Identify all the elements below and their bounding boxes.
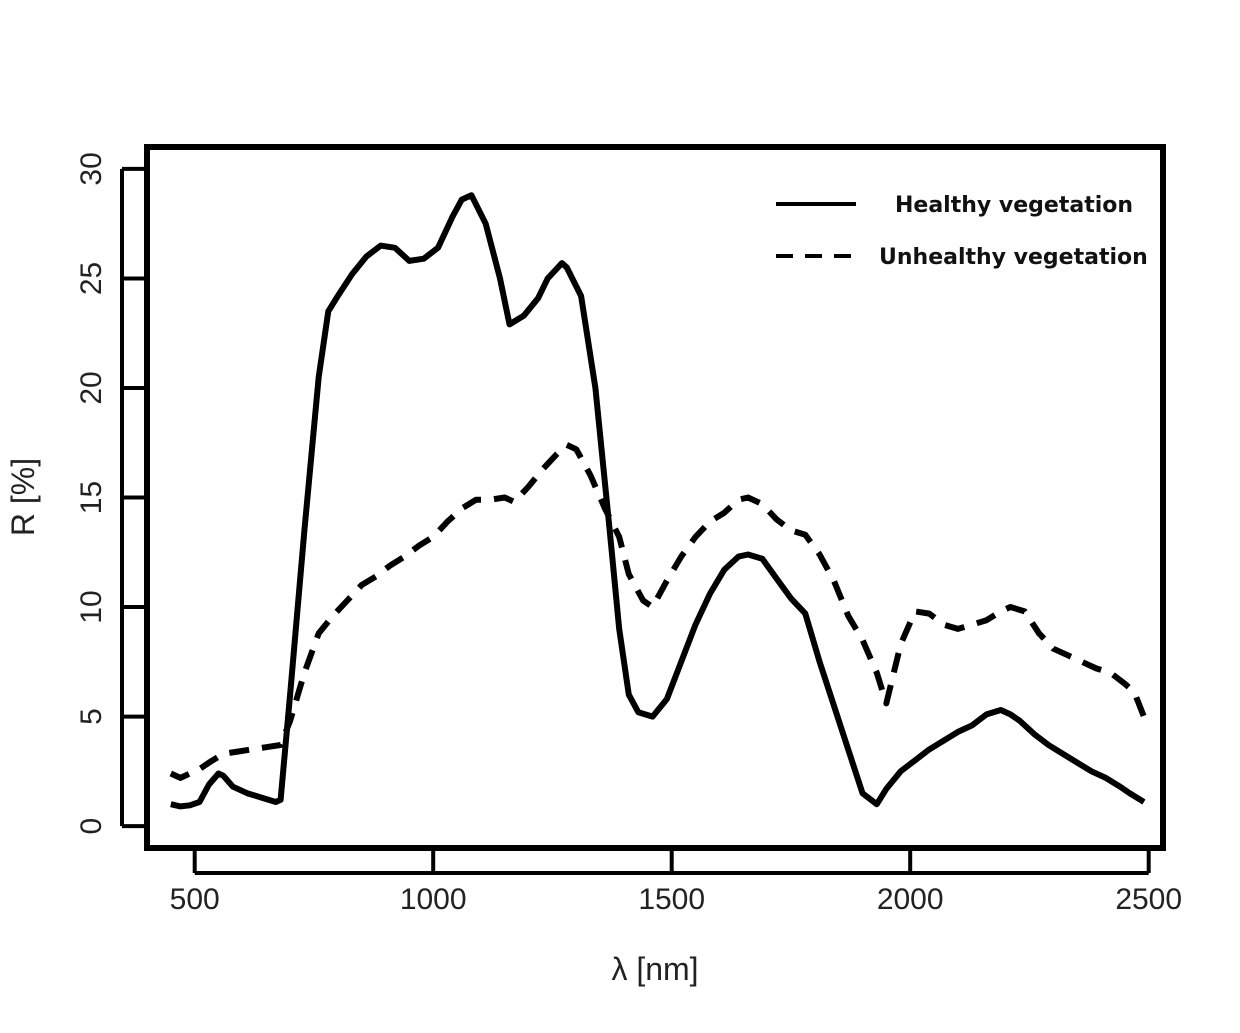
y-tick-label: 5: [75, 708, 108, 725]
x-axis-label: λ [nm]: [611, 951, 698, 987]
x-tick-label: 500: [170, 883, 220, 916]
legend: Healthy vegetation Unhealthy vegetation: [776, 193, 1148, 270]
x-tick-label: 2500: [1115, 883, 1182, 916]
series-line-unhealthy: [169, 441, 1147, 781]
y-axis: 0 5 10 15 20 25 30: [75, 152, 147, 834]
y-tick-label: 0: [75, 818, 108, 835]
y-tick-label: 25: [75, 262, 108, 295]
y-tick-label: 30: [75, 152, 108, 185]
y-axis-label: R [%]: [5, 458, 41, 536]
x-tick-label: 1000: [400, 883, 467, 916]
y-tick-label: 10: [75, 590, 108, 623]
x-axis: 500 1000 1500 2000 2500: [170, 848, 1182, 916]
y-tick-label: 20: [75, 371, 108, 404]
legend-label: Unhealthy vegetation: [879, 245, 1148, 270]
y-tick-label: 15: [75, 481, 108, 514]
series-line-healthy: [170, 192, 1146, 810]
x-tick-label: 1500: [638, 883, 705, 916]
series-layer: [169, 192, 1147, 810]
legend-label: Healthy vegetation: [895, 193, 1133, 218]
x-tick-label: 2000: [877, 883, 944, 916]
